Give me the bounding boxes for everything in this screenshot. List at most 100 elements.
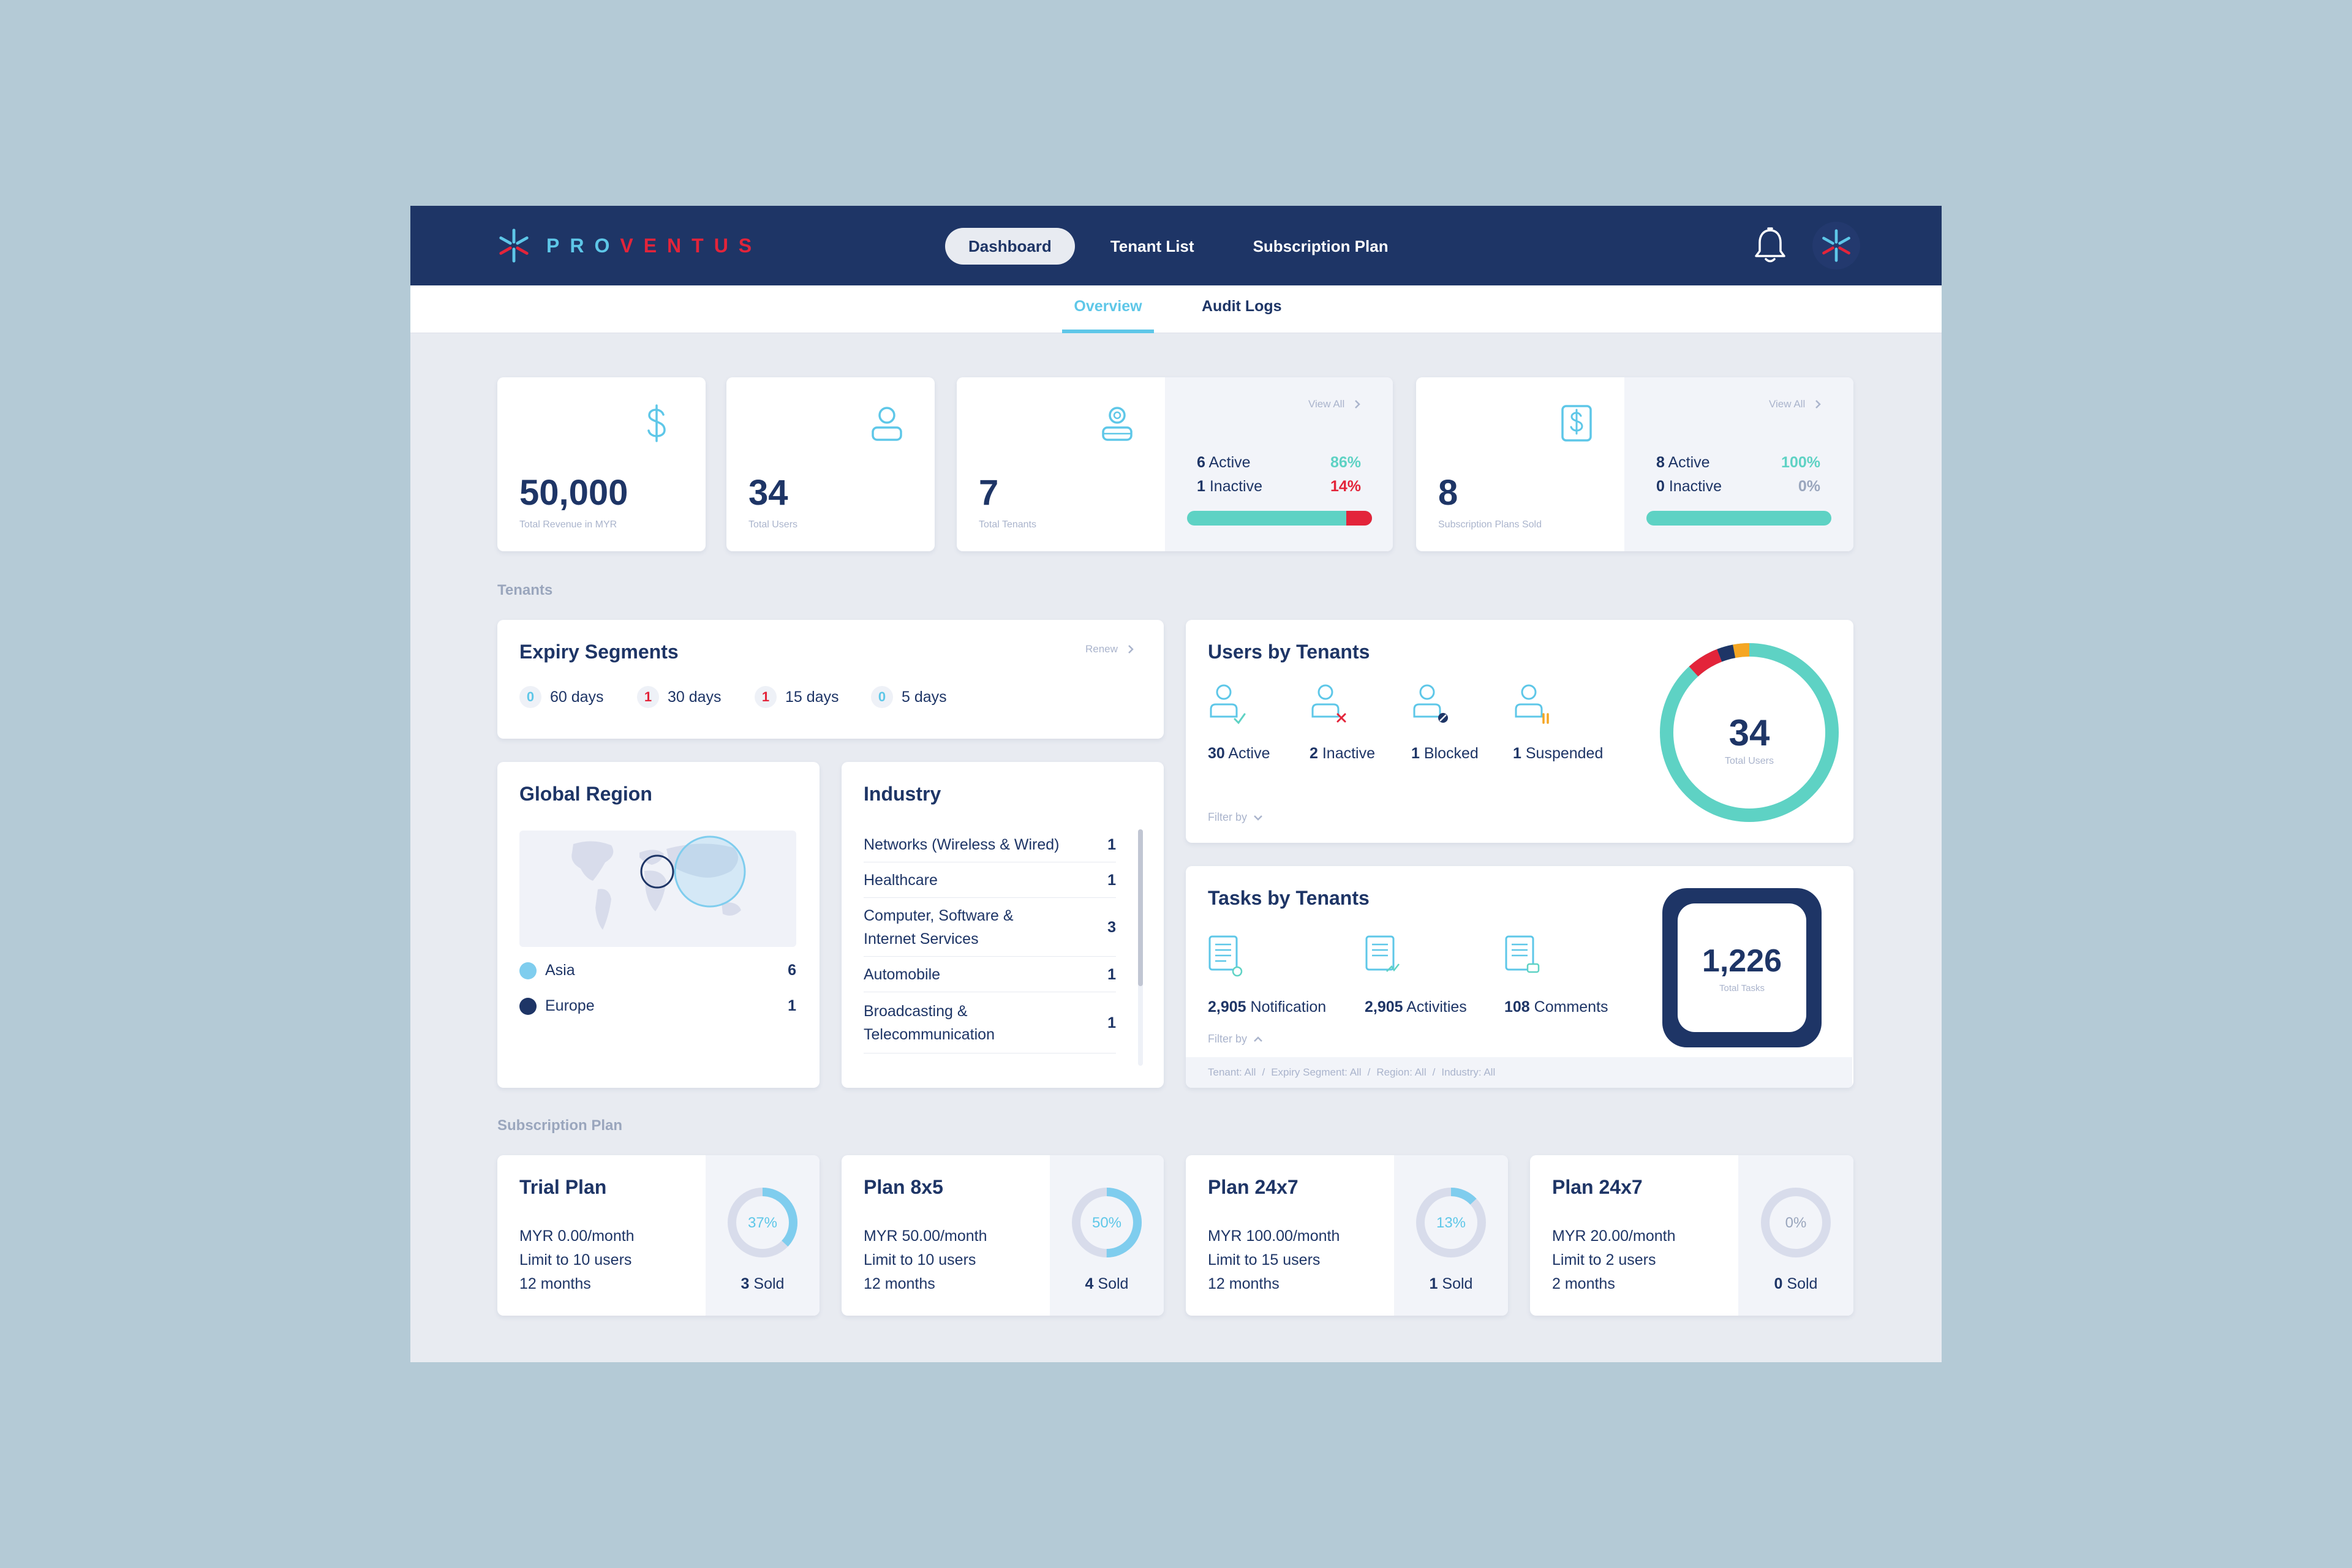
- notification-bell-icon[interactable]: [1753, 227, 1787, 265]
- chevron-right-icon: [1815, 400, 1821, 409]
- plan-card[interactable]: Trial Plan MYR 0.00/month Limit to 10 us…: [497, 1155, 820, 1316]
- plan-duration: 12 months: [1208, 1275, 1280, 1292]
- expiry-segment[interactable]: 1 15 days: [755, 686, 839, 708]
- users-blocked-label: 1 Blocked: [1411, 745, 1479, 762]
- filter-label: Filter by: [1208, 1033, 1248, 1045]
- industry-row[interactable]: Healthcare 1: [864, 862, 1116, 898]
- region-count: 6: [788, 962, 796, 979]
- plan-pct: 0%: [1785, 1215, 1807, 1231]
- world-map[interactable]: [519, 831, 796, 947]
- segment-label: 30 days: [668, 688, 722, 706]
- industry-row[interactable]: Networks (Wireless & Wired) 1: [864, 827, 1116, 862]
- industry-count: 1: [1107, 1014, 1116, 1031]
- expiry-segment[interactable]: 0 60 days: [519, 686, 604, 708]
- renew-link[interactable]: Renew: [1085, 643, 1134, 655]
- main-nav: Dashboard Tenant List Subscription Plan: [945, 228, 1412, 265]
- plan-card[interactable]: Plan 8x5 MYR 50.00/month Limit to 10 use…: [842, 1155, 1164, 1316]
- segment-count-badge: 1: [755, 686, 777, 708]
- plan-price: MYR 100.00/month: [1208, 1227, 1340, 1245]
- dollar-document-icon: [1561, 405, 1592, 442]
- region-row-asia[interactable]: Asia 6: [519, 962, 796, 979]
- plan-sold-panel: 37% 3 Sold: [706, 1155, 820, 1316]
- tasks-filter-dropdown[interactable]: Filter by: [1208, 1033, 1263, 1046]
- plan-name: Plan 8x5: [864, 1176, 943, 1198]
- chevron-up-icon: [1254, 1036, 1262, 1042]
- activities-item[interactable]: 2,905 Activities: [1365, 935, 1467, 1016]
- plan-price: MYR 50.00/month: [864, 1227, 987, 1245]
- user-check-icon: [1210, 684, 1246, 725]
- plans-stat-card: 8 Subscription Plans Sold View All 8 Act…: [1416, 377, 1853, 551]
- expiry-segments-title: Expiry Segments: [519, 641, 679, 663]
- asia-legend-dot: [519, 962, 537, 979]
- expiry-segment[interactable]: 0 5 days: [871, 686, 947, 708]
- plan-card[interactable]: Plan 24x7 MYR 100.00/month Limit to 15 u…: [1186, 1155, 1508, 1316]
- tenants-label: Total Tenants: [979, 519, 1036, 530]
- plan-sold-count: 1 Sold: [1429, 1275, 1473, 1292]
- tenants-inactive-row: 1 Inactive: [1197, 478, 1262, 496]
- users-label: Total Users: [748, 519, 798, 530]
- industry-card: Industry Networks (Wireless & Wired) 1 H…: [842, 762, 1164, 1088]
- users-filter-dropdown[interactable]: Filter by: [1208, 811, 1263, 824]
- industry-row[interactable]: Broadcasting & Telecommunication 1: [864, 992, 1116, 1054]
- segment-count-badge: 0: [871, 686, 893, 708]
- nav-tab-tenant-list[interactable]: Tenant List: [1110, 236, 1194, 255]
- inactive-count: 0: [1656, 478, 1665, 495]
- industry-name: Automobile: [864, 965, 941, 983]
- breadcrumb-item[interactable]: Expiry Segment: All: [1271, 1066, 1362, 1078]
- chevron-right-icon: [1128, 645, 1134, 654]
- breadcrumb-item[interactable]: Industry: All: [1441, 1066, 1496, 1078]
- comments-item[interactable]: 108 Comments: [1504, 935, 1608, 1016]
- tenant-user-icon: [1102, 407, 1133, 441]
- expiry-segment[interactable]: 1 30 days: [637, 686, 722, 708]
- industry-row[interactable]: Computer, Software & Internet Services 3: [864, 898, 1116, 957]
- brand-name: PROVENTUS: [546, 234, 763, 257]
- plans-view-all-link[interactable]: View All: [1769, 398, 1821, 410]
- snowflake-avatar-icon: [1822, 229, 1850, 262]
- filter-label: Filter by: [1208, 811, 1248, 823]
- global-region-title: Global Region: [519, 783, 652, 805]
- plan-limit: Limit to 2 users: [1552, 1251, 1656, 1268]
- tasks-by-tenants-card: Tasks by Tenants 2,905 Notification 2,90…: [1186, 866, 1853, 1088]
- industry-count: 1: [1107, 871, 1116, 889]
- breadcrumb-item[interactable]: Tenant: All: [1208, 1066, 1256, 1078]
- tasks-total-inner: 1,226 Total Tasks: [1678, 903, 1806, 1032]
- industry-row[interactable]: Automobile 1: [864, 957, 1116, 992]
- plan-limit: Limit to 10 users: [864, 1251, 976, 1268]
- breadcrumb-item[interactable]: Region: All: [1376, 1066, 1427, 1078]
- users-inactive-item[interactable]: 2 Inactive: [1310, 684, 1414, 762]
- region-row-europe[interactable]: Europe 1: [519, 997, 796, 1015]
- view-all-label: View All: [1769, 398, 1806, 410]
- document-activity-icon: [1365, 935, 1400, 972]
- donut-blocked-segment: [1660, 643, 1839, 822]
- plan-pct: 50%: [1092, 1215, 1121, 1231]
- dollar-icon: [647, 404, 666, 442]
- nav-tab-dashboard[interactable]: Dashboard: [945, 228, 1075, 265]
- users-active-item[interactable]: 30 Active: [1208, 684, 1312, 762]
- tenants-active-row: 6 Active: [1197, 454, 1251, 472]
- app-window: PROVENTUS Dashboard Tenant List Subscrip…: [410, 206, 1942, 1362]
- nav-tab-subscription-plan[interactable]: Subscription Plan: [1253, 236, 1389, 255]
- user-blocked-icon: [1413, 684, 1448, 723]
- user-avatar[interactable]: [1812, 222, 1860, 270]
- brand-logo[interactable]: PROVENTUS: [496, 228, 762, 263]
- industry-name: Broadcasting & Telecommunication: [864, 1002, 995, 1043]
- plan-card[interactable]: Plan 24x7 MYR 20.00/month Limit to 2 use…: [1530, 1155, 1853, 1316]
- users-suspended-item[interactable]: 1 Suspended: [1513, 684, 1617, 762]
- chevron-down-icon: [1254, 815, 1262, 821]
- industry-scrollbar[interactable]: [1138, 829, 1143, 1066]
- chevron-right-icon: [1355, 400, 1360, 409]
- scrollbar-thumb[interactable]: [1138, 829, 1143, 986]
- users-blocked-item[interactable]: 1 Blocked: [1411, 684, 1515, 762]
- tenants-view-all-link[interactable]: View All: [1308, 398, 1360, 410]
- tab-overview[interactable]: Overview: [1062, 298, 1154, 333]
- notifications-item[interactable]: 2,905 Notification: [1208, 935, 1326, 1016]
- users-value: 34: [748, 473, 788, 513]
- tab-audit-logs[interactable]: Audit Logs: [1202, 298, 1282, 315]
- plans-status-panel: View All 8 Active 100% 0 Inactive 0%: [1624, 377, 1853, 551]
- region-name: Asia: [545, 962, 575, 979]
- plan-duration: 2 months: [1552, 1275, 1615, 1292]
- tasks-by-tenants-title: Tasks by Tenants: [1208, 887, 1370, 909]
- tasks-total-label: Total Tasks: [1719, 982, 1765, 993]
- plan-donut-arc: [728, 1188, 797, 1257]
- industry-name: Computer, Software & Internet Services: [864, 907, 1014, 948]
